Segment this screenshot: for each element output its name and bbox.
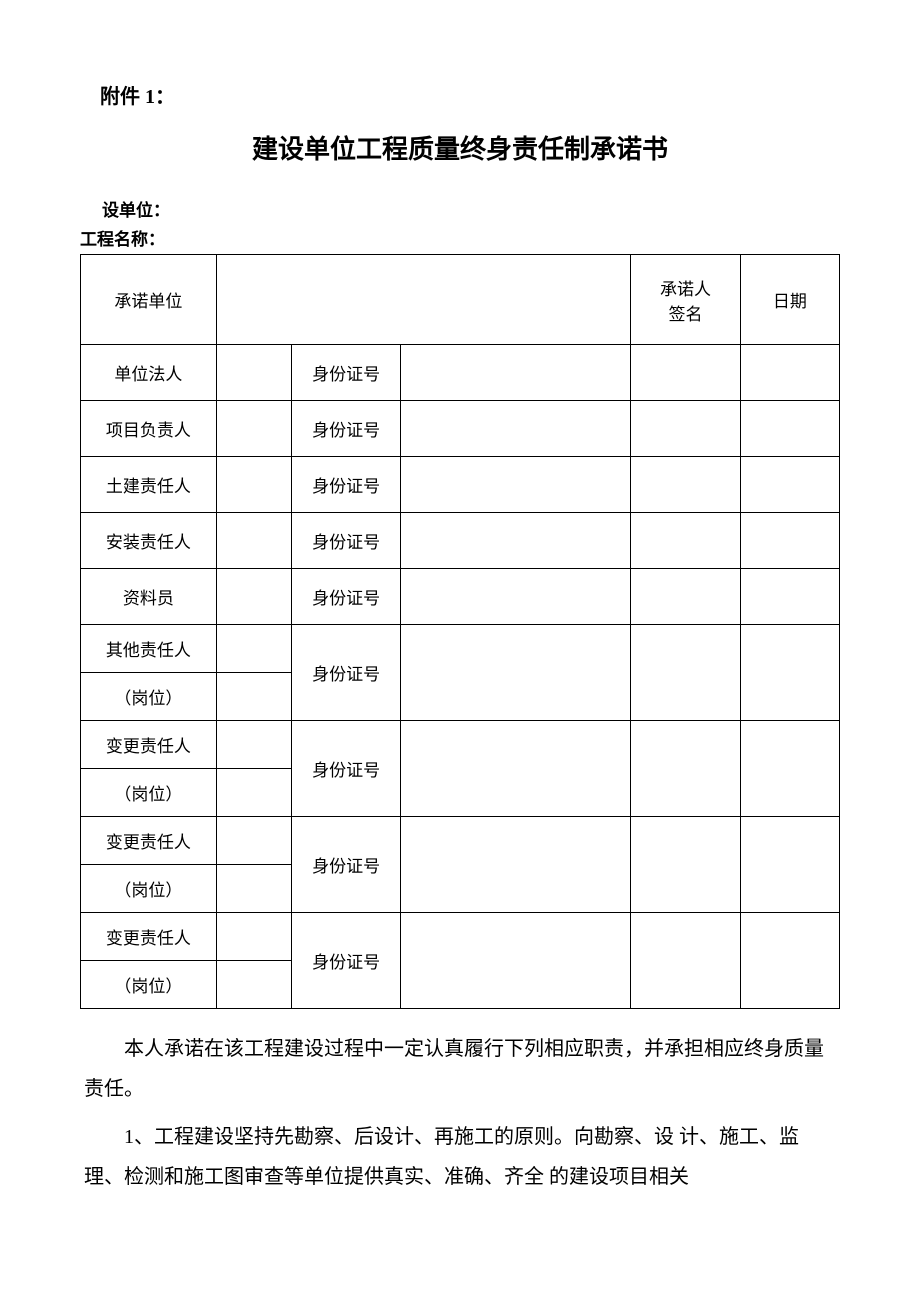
- id-value-cell: [401, 913, 631, 1009]
- paragraph-intro: 本人承诺在该工程建设过程中一定认真履行下列相应职责，并承担相应终身质量责任。: [84, 1029, 836, 1109]
- blank-cell: [216, 961, 291, 1009]
- role-cell: 项目负责人: [81, 401, 217, 457]
- header-cell-unit: 承诺单位: [81, 255, 217, 345]
- sign-cell: [631, 721, 741, 817]
- date-cell: [740, 817, 839, 913]
- role-cell-line2: （岗位）: [81, 961, 217, 1009]
- date-cell: [740, 913, 839, 1009]
- sign-cell: [631, 625, 741, 721]
- id-label-cell: 身份证号: [291, 513, 401, 569]
- id-value-cell: [401, 721, 631, 817]
- role-cell-line2: （岗位）: [81, 769, 217, 817]
- role-cell: 安装责任人: [81, 513, 217, 569]
- table-row: 变更责任人 身份证号: [81, 721, 840, 769]
- table-row: 其他责任人 身份证号: [81, 625, 840, 673]
- role-cell-line1: 变更责任人: [81, 817, 217, 865]
- id-value-cell: [401, 569, 631, 625]
- document-title: 建设单位工程质量终身责任制承诺书: [80, 129, 840, 166]
- table-row: 变更责任人 身份证号: [81, 913, 840, 961]
- id-label-cell: 身份证号: [291, 401, 401, 457]
- id-value-cell: [401, 401, 631, 457]
- sign-cell: [631, 401, 741, 457]
- table-row: 项目负责人 身份证号: [81, 401, 840, 457]
- blank-cell: [216, 817, 291, 865]
- id-value-cell: [401, 513, 631, 569]
- blank-cell: [216, 769, 291, 817]
- role-cell-line1: 变更责任人: [81, 721, 217, 769]
- unit-field-label: 设单位：: [102, 196, 840, 221]
- date-cell: [740, 513, 839, 569]
- id-label-cell: 身份证号: [291, 625, 401, 721]
- id-label-cell: 身份证号: [291, 345, 401, 401]
- blank-cell: [216, 673, 291, 721]
- commitment-table: 承诺单位 承诺人 签名 日期 单位法人 身份证号 项目负责人 身份证号 土建责任…: [80, 254, 840, 1009]
- header-cell-signer: 承诺人 签名: [631, 255, 741, 345]
- role-cell-line2: （岗位）: [81, 865, 217, 913]
- project-field-label: 工程名称：: [80, 225, 840, 250]
- role-cell-line1: 其他责任人: [81, 625, 217, 673]
- sign-cell: [631, 345, 741, 401]
- id-label-cell: 身份证号: [291, 457, 401, 513]
- blank-cell: [216, 721, 291, 769]
- header-cell-date: 日期: [740, 255, 839, 345]
- role-cell: 单位法人: [81, 345, 217, 401]
- table-row: 土建责任人 身份证号: [81, 457, 840, 513]
- blank-cell: [216, 457, 291, 513]
- blank-cell: [216, 913, 291, 961]
- sign-cell: [631, 457, 741, 513]
- sign-cell: [631, 513, 741, 569]
- date-cell: [740, 721, 839, 817]
- header-cell-blank: [216, 255, 630, 345]
- table-row: 安装责任人 身份证号: [81, 513, 840, 569]
- date-cell: [740, 569, 839, 625]
- sign-cell: [631, 569, 741, 625]
- date-cell: [740, 401, 839, 457]
- sign-cell: [631, 913, 741, 1009]
- blank-cell: [216, 513, 291, 569]
- id-value-cell: [401, 625, 631, 721]
- table-row: 资料员 身份证号: [81, 569, 840, 625]
- id-value-cell: [401, 345, 631, 401]
- role-cell-line2: （岗位）: [81, 673, 217, 721]
- blank-cell: [216, 569, 291, 625]
- id-label-cell: 身份证号: [291, 817, 401, 913]
- role-cell-line1: 变更责任人: [81, 913, 217, 961]
- attachment-label: 附件 1：: [100, 80, 840, 109]
- blank-cell: [216, 401, 291, 457]
- table-row: 单位法人 身份证号: [81, 345, 840, 401]
- id-label-cell: 身份证号: [291, 569, 401, 625]
- role-cell: 资料员: [81, 569, 217, 625]
- id-value-cell: [401, 817, 631, 913]
- blank-cell: [216, 345, 291, 401]
- date-cell: [740, 457, 839, 513]
- id-label-cell: 身份证号: [291, 913, 401, 1009]
- header-signer-line2: 签名: [631, 300, 740, 325]
- sign-cell: [631, 817, 741, 913]
- blank-cell: [216, 865, 291, 913]
- blank-cell: [216, 625, 291, 673]
- role-cell: 土建责任人: [81, 457, 217, 513]
- table-row: 变更责任人 身份证号: [81, 817, 840, 865]
- id-value-cell: [401, 457, 631, 513]
- paragraph-item-1: 1、工程建设坚持先勘察、后设计、再施工的原则。向勘察、设 计、施工、监理、检测和…: [84, 1117, 836, 1197]
- date-cell: [740, 625, 839, 721]
- id-label-cell: 身份证号: [291, 721, 401, 817]
- table-header-row: 承诺单位 承诺人 签名 日期: [81, 255, 840, 345]
- date-cell: [740, 345, 839, 401]
- header-signer-line1: 承诺人: [631, 275, 740, 300]
